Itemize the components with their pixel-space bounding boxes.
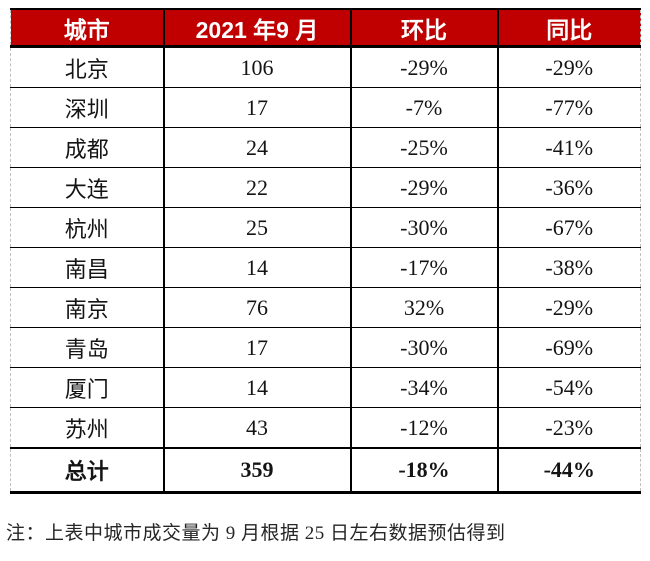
cell-volume: 22 xyxy=(162,167,352,208)
cell-volume: 359 xyxy=(162,447,352,494)
cell-mom: -12% xyxy=(349,407,499,449)
city-sales-table: 城市 2021 年9 月 环比 同比 北京 106 -29% -29% 深圳 17 -7% -… xyxy=(10,8,641,494)
cell-city: 青岛 xyxy=(10,327,165,368)
cell-mom: -17% xyxy=(349,247,499,288)
cell-volume: 14 xyxy=(162,247,352,288)
cell-city: 南昌 xyxy=(10,247,165,288)
cell-yoy: -38% xyxy=(496,247,641,288)
table-header-row: 城市 2021 年9 月 环比 同比 xyxy=(10,8,641,48)
column-header-mom: 环比 xyxy=(349,8,499,48)
cell-volume: 14 xyxy=(162,367,352,408)
table-row: 厦门 14 -34% -54% xyxy=(10,367,641,408)
table-row: 深圳 17 -7% -77% xyxy=(10,87,641,128)
cell-volume: 76 xyxy=(162,287,352,328)
cell-yoy: -77% xyxy=(496,87,641,128)
cell-yoy: -54% xyxy=(496,367,641,408)
cell-city: 成都 xyxy=(10,127,165,168)
column-header-period: 2021 年9 月 xyxy=(162,8,352,48)
cell-city: 苏州 xyxy=(10,407,165,449)
table-row: 南京 76 32% -29% xyxy=(10,287,641,328)
cell-mom: -18% xyxy=(349,447,499,494)
city-sales-table-wrap: 城市 2021 年9 月 环比 同比 北京 106 -29% -29% 深圳 17 -7% -… xyxy=(10,8,641,494)
table-row: 大连 22 -29% -36% xyxy=(10,167,641,208)
cell-yoy: -69% xyxy=(496,327,641,368)
cell-yoy: -23% xyxy=(496,407,641,449)
cell-volume: 25 xyxy=(162,207,352,248)
cell-yoy: -44% xyxy=(496,447,641,494)
table-row: 南昌 14 -17% -38% xyxy=(10,247,641,288)
cell-yoy: -67% xyxy=(496,207,641,248)
cell-volume: 17 xyxy=(162,327,352,368)
cell-city: 总计 xyxy=(10,447,165,494)
cell-yoy: -36% xyxy=(496,167,641,208)
column-header-city: 城市 xyxy=(10,8,165,48)
cell-city: 大连 xyxy=(10,167,165,208)
cell-city: 厦门 xyxy=(10,367,165,408)
cell-volume: 24 xyxy=(162,127,352,168)
table-row: 北京 106 -29% -29% xyxy=(10,46,641,88)
table-row: 成都 24 -25% -41% xyxy=(10,127,641,168)
total-row: 总计 359 -18% -44% xyxy=(10,447,641,494)
cell-city: 深圳 xyxy=(10,87,165,128)
column-header-yoy: 同比 xyxy=(496,8,641,48)
cell-mom: -7% xyxy=(349,87,499,128)
cell-volume: 106 xyxy=(162,46,352,88)
cell-mom: -29% xyxy=(349,46,499,88)
cell-city: 杭州 xyxy=(10,207,165,248)
cell-volume: 43 xyxy=(162,407,352,449)
cell-city: 南京 xyxy=(10,287,165,328)
cell-yoy: -29% xyxy=(496,287,641,328)
cell-mom: -30% xyxy=(349,207,499,248)
footnote: 注：上表中城市成交量为 9 月根据 25 日左右数据预估得到 xyxy=(6,523,506,544)
table-body: 北京 106 -29% -29% 深圳 17 -7% -77% 成都 24 -25% -41% 大连 22… xyxy=(10,46,641,494)
cell-city: 北京 xyxy=(10,46,165,88)
cell-yoy: -41% xyxy=(496,127,641,168)
cell-mom: -30% xyxy=(349,327,499,368)
table-row: 苏州 43 -12% -23% xyxy=(10,407,641,449)
cell-volume: 17 xyxy=(162,87,352,128)
cell-mom: -25% xyxy=(349,127,499,168)
cell-mom: -29% xyxy=(349,167,499,208)
cell-mom: 32% xyxy=(349,287,499,328)
cell-yoy: -29% xyxy=(496,46,641,88)
cell-mom: -34% xyxy=(349,367,499,408)
table-row: 青岛 17 -30% -69% xyxy=(10,327,641,368)
table-row: 杭州 25 -30% -67% xyxy=(10,207,641,248)
